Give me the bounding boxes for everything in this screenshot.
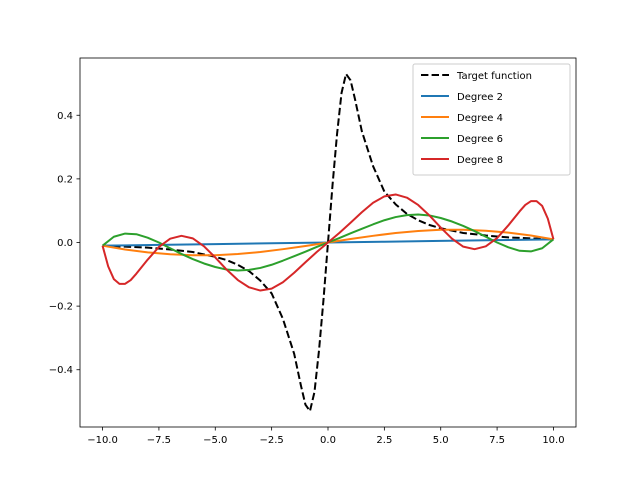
x-tick-label: 10.0 — [542, 435, 564, 446]
x-tick-label: 7.5 — [489, 435, 505, 446]
legend-label: Degree 2 — [457, 92, 503, 103]
y-tick-label: −0.4 — [49, 365, 73, 376]
x-tick-label: −5.0 — [203, 435, 227, 446]
legend-label: Degree 4 — [457, 113, 503, 124]
legend-box — [412, 63, 571, 176]
x-tick-label: 5.0 — [433, 435, 449, 446]
series-layer — [101, 72, 555, 413]
x-axis: −10.0 −7.5 −5.0 −2.5 0.0 2.5 5.0 7.5 10.0 — [87, 427, 565, 446]
legend-label: Degree 6 — [457, 134, 503, 145]
x-tick-label: 0.0 — [320, 435, 336, 446]
series-line-4 — [101, 193, 555, 292]
y-axis: −0.4 −0.2 0.0 0.2 0.4 — [49, 111, 80, 376]
legend-label: Degree 8 — [457, 155, 503, 166]
x-tick-label: −2.5 — [259, 435, 283, 446]
y-tick-label: −0.2 — [49, 302, 73, 313]
x-tick-label: 2.5 — [376, 435, 392, 446]
y-tick-label: 0.4 — [57, 111, 73, 122]
legend: Target function Degree 2 Degree 4 Degree 6 D… — [412, 63, 571, 176]
legend-label: Target function — [456, 71, 532, 82]
y-tick-label: 0.0 — [57, 238, 73, 249]
series-line-0 — [102, 72, 554, 413]
x-tick-label: −10.0 — [87, 435, 118, 446]
x-tick-label: −7.5 — [147, 435, 171, 446]
y-tick-label: 0.2 — [57, 174, 73, 185]
